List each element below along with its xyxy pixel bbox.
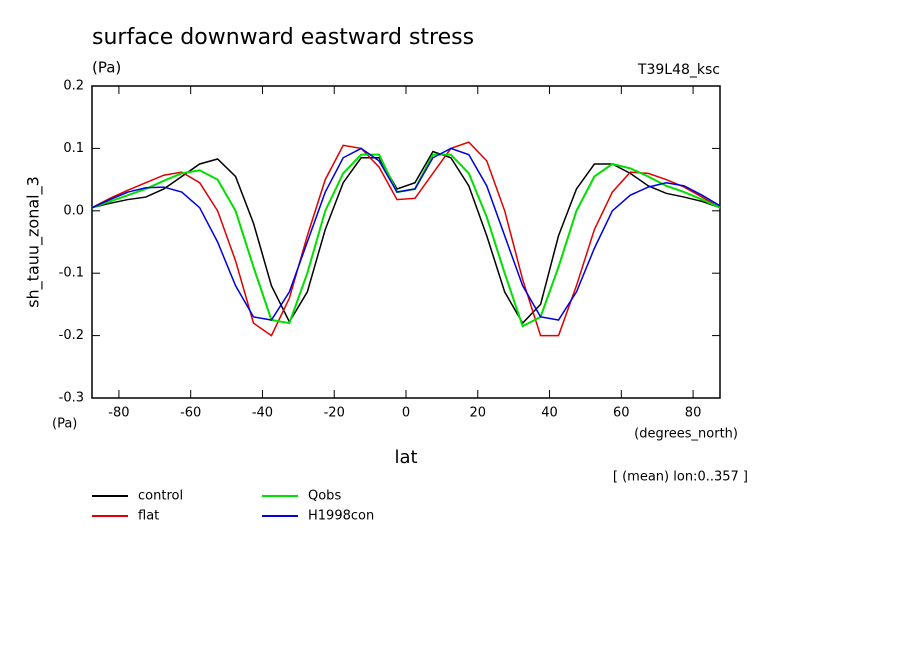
y-tick-label: 0.2 [63, 79, 84, 94]
legend-label: H1998con [308, 509, 374, 524]
annotation: [ (mean) lon:0..357 ] [613, 470, 748, 485]
x-tick-label: 40 [541, 406, 558, 421]
x-tick-label: -20 [324, 406, 345, 421]
legend-label: flat [138, 509, 159, 524]
legend-label: control [138, 489, 183, 504]
run-label: T39L48_ksc [637, 62, 720, 78]
x-tick-label: 60 [613, 406, 630, 421]
x-axis-label: lat [394, 447, 417, 468]
y-units: (Pa) [92, 59, 121, 77]
series-line [91, 141, 721, 337]
y-tick-label: 0.1 [63, 141, 84, 156]
x-units: (degrees_north) [634, 427, 738, 442]
x-tick-label: 80 [685, 406, 702, 421]
x-tick-label: 20 [469, 406, 486, 421]
y-tick-label: -0.3 [59, 391, 84, 406]
x-tick-label: -80 [108, 406, 129, 421]
x-tick-label: 0 [402, 406, 410, 421]
x-tick-label: -40 [252, 406, 273, 421]
x-tick-label: -60 [180, 406, 201, 421]
y-tick-label: 0.0 [63, 203, 84, 218]
legend-label: Qobs [308, 489, 341, 504]
y-tick-label: -0.1 [59, 266, 84, 281]
series-line [91, 147, 721, 321]
y-tick-label: -0.2 [59, 328, 84, 343]
chart-title: surface downward eastward stress [92, 25, 474, 50]
y-units-bottom: (Pa) [52, 417, 77, 432]
y-axis-label: sh_tauu_zonal_3 [24, 176, 44, 308]
